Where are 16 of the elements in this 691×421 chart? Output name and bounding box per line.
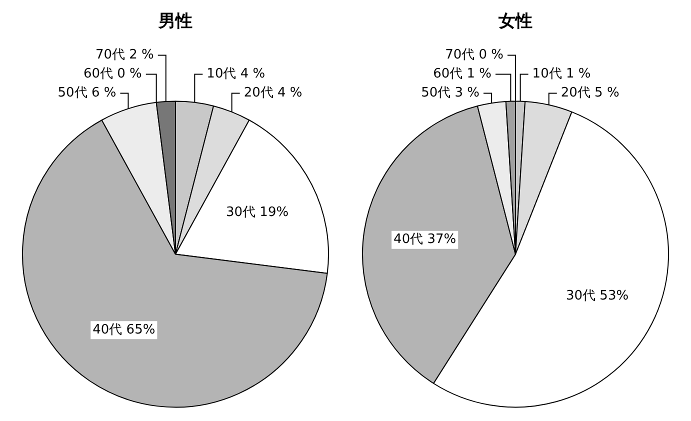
slice-label: 30代 53% (566, 288, 629, 304)
slice-label: 30代 19% (226, 204, 289, 220)
slice-label: 20代 4 % (244, 86, 302, 101)
slice-label: 40代 37% (394, 232, 456, 248)
legend-label: 50代 6 % (58, 86, 116, 101)
slice-label: 10代 1 % (532, 66, 591, 82)
slice-label: 20代 5 % (560, 86, 620, 101)
chart-title: 女性 (498, 12, 532, 32)
category-label: 60代 0 % (83, 66, 142, 82)
slice-label: 50代 3 % (421, 86, 480, 101)
slice-label: 60代 1 % (433, 66, 492, 82)
category-label: 70代 0 % (445, 48, 504, 63)
slice-label: 70代 2 % (95, 48, 154, 63)
slice-label: 10代 4 % (206, 66, 266, 82)
slice-label: 40代 65% (92, 322, 156, 338)
chart-title: 男性 (158, 12, 192, 32)
